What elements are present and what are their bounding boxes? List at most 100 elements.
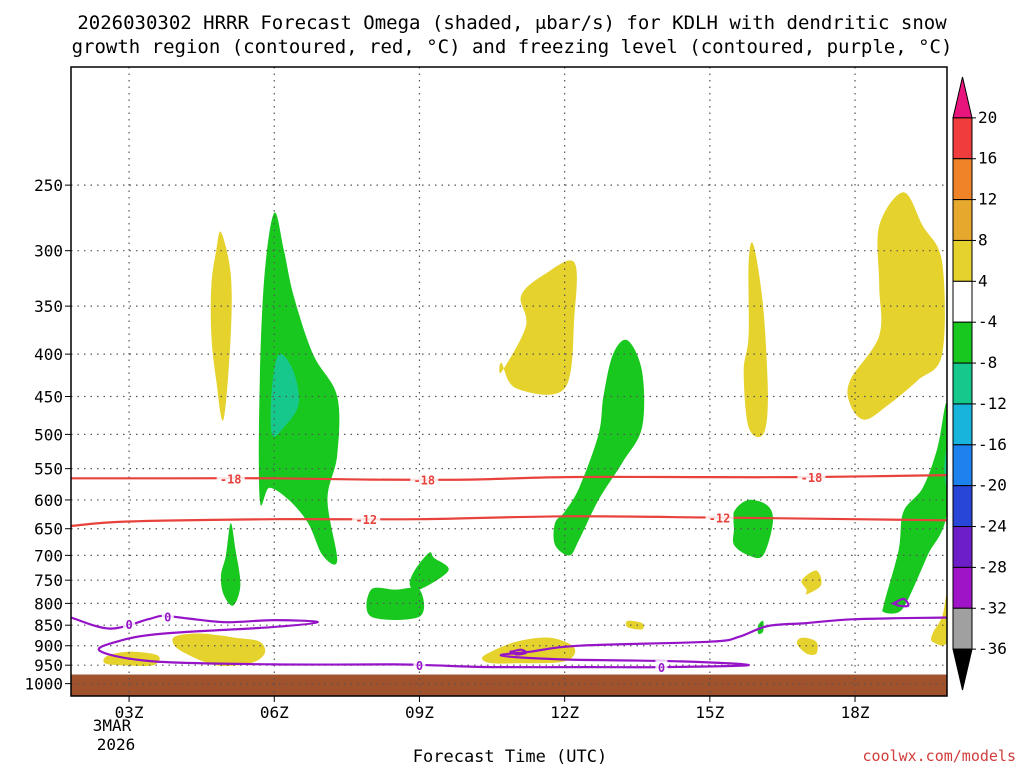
colorbar-label-13: -36	[978, 639, 1007, 658]
omega-region-3	[366, 587, 425, 620]
colorbar-label-11: -28	[978, 557, 1007, 576]
omega-region-5	[553, 339, 645, 556]
x-tick-label-06Z: 06Z	[260, 703, 289, 722]
contour-label-2-1: 0	[164, 610, 171, 624]
contour-label-0-0: -18	[220, 472, 242, 486]
contour-label-bg-0-2	[797, 469, 826, 483]
contour-2	[71, 614, 947, 669]
contour-label-bg-2-3	[655, 660, 668, 674]
colorbar-swatch-8	[952, 403, 973, 446]
y-tick-label-350: 350	[34, 297, 63, 316]
chart-title-line-1: 2026030302 HRRR Forecast Omega (shaded, …	[77, 12, 947, 34]
contour-label-0-1: -18	[413, 474, 435, 488]
contour-label-bg-2-1	[161, 609, 174, 623]
contour-label-bg-1-1	[705, 510, 734, 524]
colorbar-swatch-2	[952, 158, 973, 201]
y-tick-label-400: 400	[34, 345, 63, 364]
contour-1	[71, 515, 947, 527]
ground-layer	[71, 674, 947, 696]
x-tick-label-18Z: 18Z	[841, 703, 870, 722]
omega-shading	[103, 192, 947, 666]
x-tick-label-15Z: 15Z	[695, 703, 724, 722]
omega-region-15	[847, 192, 945, 420]
x-tick-label-03Z: 03Z	[115, 703, 144, 722]
colorbar-swatch-11	[952, 526, 973, 568]
omega-region-13	[801, 570, 822, 595]
y-tick-label-800: 800	[34, 594, 63, 613]
colorbar-label-7: -12	[978, 394, 1007, 413]
contour-label-bg-0-0	[216, 471, 245, 485]
x-date-label-day: 3MAR	[93, 716, 132, 735]
colorbar-label-5: -4	[978, 312, 997, 331]
colorbar-swatch-6	[952, 321, 973, 364]
y-tick-label-850: 850	[34, 616, 63, 635]
y-tick-label-250: 250	[34, 176, 63, 195]
colorbar-label-9: -20	[978, 476, 1007, 495]
colorbar-swatch-9	[952, 444, 973, 487]
watermark: coolwx.com/models	[862, 747, 1016, 765]
y-tick-label-450: 450	[34, 387, 63, 406]
omega-region-20	[625, 620, 644, 630]
contour-label-bg-2-0	[123, 616, 136, 630]
colorbar-swatch-3	[952, 199, 973, 241]
contours	[71, 474, 947, 669]
colorbar-label-2: 12	[978, 190, 997, 209]
omega-region-17	[172, 633, 266, 666]
contour-label-2-2: 0	[416, 659, 423, 673]
colorbar-top-triangle	[952, 76, 973, 119]
omega-region-11	[499, 260, 577, 395]
omega-region-14	[796, 637, 818, 655]
y-tick-label-600: 600	[34, 491, 63, 510]
contour-label-2-3: 0	[658, 661, 665, 675]
x-axis-ticks: 03Z 06Z 09Z 12Z 15Z 18Z	[115, 696, 870, 722]
y-tick-label-700: 700	[34, 546, 63, 565]
chart-title-line-2: growth region (contoured, red, °C) and f…	[72, 36, 953, 58]
contour-label-2-0: 0	[125, 618, 132, 632]
colorbar-label-6: -8	[978, 353, 997, 372]
omega-region-6	[732, 499, 773, 559]
y-tick-label-900: 900	[34, 637, 63, 656]
omega-region-1	[258, 212, 340, 565]
colorbar-label-10: -24	[978, 517, 1007, 536]
colorbar-label-1: 16	[978, 149, 997, 168]
omega-region-12	[743, 242, 768, 438]
y-axis-ticks: 250 300 350 400 450 500 550 600 650 700 750 800 850 9…	[24, 176, 71, 694]
contour-label-1-1: -12	[709, 512, 731, 526]
x-tick-label-09Z: 09Z	[405, 703, 434, 722]
y-tick-label-750: 750	[34, 571, 63, 590]
colorbar-swatch-10	[952, 485, 973, 528]
colorbar-swatch-4	[952, 239, 973, 282]
contour-label-bg-1-0	[352, 512, 381, 526]
contour-label-bg-0-1	[410, 472, 439, 486]
colorbar-swatch-13	[952, 607, 973, 650]
y-tick-label-1000: 1000	[24, 675, 63, 694]
omega-region-4	[409, 552, 449, 591]
colorbar-label-12: -32	[978, 598, 1007, 617]
omega-region-8	[882, 402, 947, 614]
contour-4	[509, 648, 528, 656]
contour-label-0-2: -18	[801, 471, 823, 485]
x-tick-label-12Z: 12Z	[550, 703, 579, 722]
y-tick-label-500: 500	[34, 425, 63, 444]
x-axis-title: Forecast Time (UTC)	[413, 747, 607, 767]
y-tick-label-950: 950	[34, 656, 63, 675]
contour-labels: -18 -18 -18 -12 -12 0 0 0 0	[123, 469, 826, 675]
colorbar-label-0: 20	[978, 108, 997, 127]
contour-label-bg-2-2	[413, 657, 426, 671]
y-tick-label-550: 550	[34, 460, 63, 479]
omega-region-10	[210, 231, 232, 421]
grid-lines	[71, 67, 947, 696]
colorbar-swatch-5	[952, 280, 973, 323]
colorbar-swatch-7	[952, 362, 973, 405]
y-tick-label-300: 300	[34, 242, 63, 261]
contour-0	[71, 474, 947, 481]
contour-3	[891, 597, 910, 608]
omega-region-0	[220, 523, 241, 606]
colorbar-swatch-12	[952, 566, 973, 609]
colorbar-label-8: -16	[978, 435, 1007, 454]
colorbar-label-3: 8	[978, 230, 988, 249]
omega-region-16	[931, 593, 947, 646]
y-tick-label-650: 650	[34, 520, 63, 539]
colorbar-label-4: 4	[978, 271, 988, 290]
